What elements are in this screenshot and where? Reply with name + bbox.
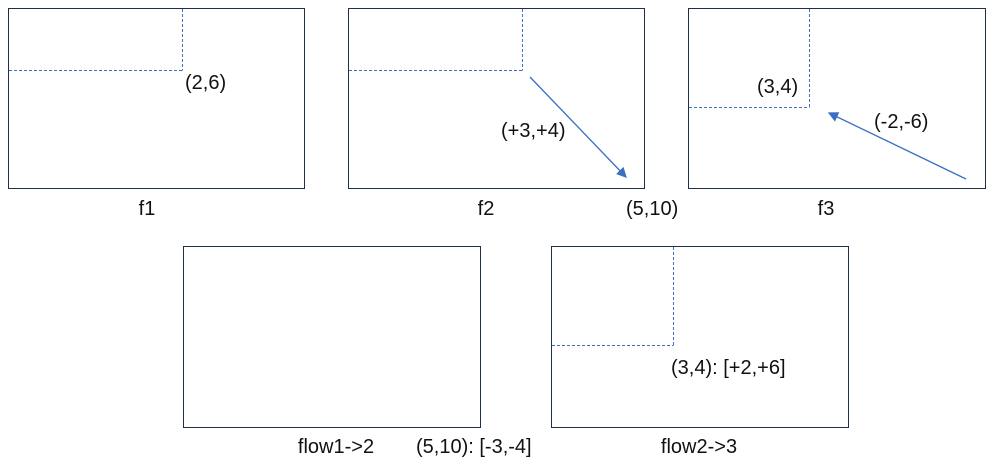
f2-end-label: (5,10) xyxy=(626,198,678,220)
f3-point-label: (3,4) xyxy=(757,76,798,98)
f1-point-label: (2,6) xyxy=(185,72,226,94)
frame-f2 xyxy=(348,8,645,189)
panel-flow12: flow1->2 (5,10): [-3,-4] xyxy=(183,246,532,458)
f3-motion-arrow xyxy=(827,112,967,180)
frame-f1 xyxy=(8,8,305,189)
f2-caption: f2 xyxy=(478,198,495,220)
flow12-value-label: (5,10): [-3,-4] xyxy=(416,436,532,458)
panel-flow23: (3,4): [+2,+6] flow2->3 xyxy=(551,246,849,458)
panel-f2: (+3,+4) (5,10) f2 xyxy=(348,8,678,220)
f2-motion-arrow xyxy=(529,76,627,178)
panel-f3: (3,4) (-2,-6) f3 xyxy=(688,8,986,220)
frame-flow23 xyxy=(551,246,849,428)
f3-caption: f3 xyxy=(818,198,835,220)
flow23-caption: flow2->3 xyxy=(661,436,737,458)
f3-vector-label: (-2,-6) xyxy=(874,111,928,133)
flow23-value-label: (3,4): [+2,+6] xyxy=(671,357,786,379)
frame-f3 xyxy=(688,8,986,189)
f2-vector-label: (+3,+4) xyxy=(501,120,565,142)
frame-flow12 xyxy=(183,246,481,428)
panel-f1: (2,6) f1 xyxy=(8,8,305,220)
f1-caption: f1 xyxy=(139,198,156,220)
flow12-caption: flow1->2 xyxy=(298,436,374,458)
